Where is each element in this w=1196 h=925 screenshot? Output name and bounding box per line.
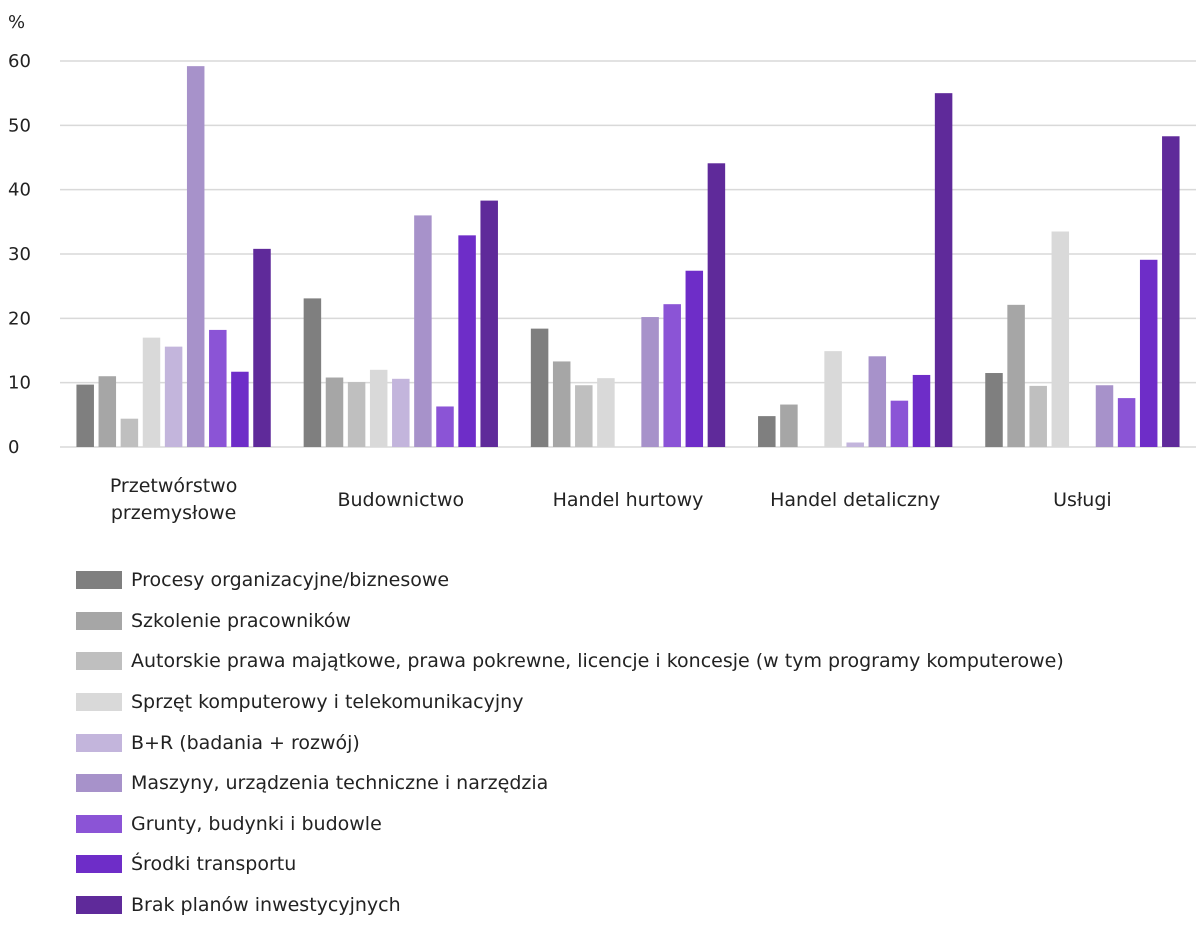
bar	[575, 385, 593, 447]
bar	[890, 400, 909, 447]
x-category-label: Przetwórstwo	[110, 475, 238, 497]
legend-item: Procesy organizacyjne/biznesowe	[76, 560, 1064, 601]
gridlines	[60, 60, 1196, 448]
legend-label: Sprzęt komputerowy i telekomunikacyjny	[131, 691, 524, 714]
bar	[325, 377, 344, 447]
x-category-label: Handel detaliczny	[770, 489, 940, 511]
bar	[303, 298, 322, 447]
y-tick-label: 20	[8, 308, 31, 329]
y-tick-label: 10	[8, 373, 31, 394]
legend-label: Grunty, budynki i budowle	[131, 812, 382, 835]
bar	[392, 378, 410, 447]
bar	[1117, 398, 1136, 447]
x-category-label: Handel hurtowy	[553, 489, 704, 511]
legend-swatch	[76, 693, 122, 712]
bar	[912, 374, 931, 447]
bar	[76, 384, 94, 447]
y-tick-label: 30	[8, 244, 31, 265]
legend-item: Maszyny, urządzenia techniczne i narzędz…	[76, 763, 1064, 804]
legend-item: Grunty, budynki i budowle	[76, 804, 1064, 845]
legend-item: Autorskie prawa majątkowe, prawa pokrewn…	[76, 641, 1064, 682]
bar	[824, 351, 842, 447]
bar	[120, 418, 139, 447]
y-tick-label: 40	[8, 180, 31, 201]
bar	[458, 235, 476, 447]
legend-label: Szkolenie pracowników	[131, 609, 351, 632]
bar	[480, 200, 498, 447]
bar	[1007, 304, 1025, 447]
bar	[436, 406, 454, 447]
legend-label: Procesy organizacyjne/biznesowe	[131, 569, 450, 592]
legend-label: Brak planów inwestycyjnych	[131, 894, 401, 917]
x-category-label: Budownictwo	[337, 489, 464, 511]
x-axis-labels: Przetwórstwo przemysłowe Budownictwo Handel…	[110, 475, 1112, 524]
legend-swatch	[76, 652, 122, 671]
y-tick-label: 50	[8, 115, 31, 136]
bar	[1139, 259, 1158, 447]
legend-item: Sprzęt komputerowy i telekomunikacyjny	[76, 682, 1064, 723]
x-category-label: Usługi	[1053, 489, 1112, 511]
legend-swatch	[76, 896, 122, 915]
bar	[685, 270, 704, 447]
bar	[758, 416, 776, 447]
bar	[253, 248, 271, 447]
bar-chart: % 0 10 20 30 40 50 60 Przetwórstwo przemysłowe B…	[8, 12, 1196, 524]
bar	[597, 378, 615, 447]
bar	[414, 215, 432, 447]
bar	[164, 346, 183, 447]
bar	[98, 376, 117, 447]
bar	[934, 93, 953, 448]
y-axis-ticks: 0 10 20 30 40 50 60	[8, 51, 31, 458]
legend-swatch	[76, 814, 122, 833]
legend-swatch	[76, 611, 122, 630]
bar	[231, 371, 249, 447]
bar	[707, 163, 726, 448]
bar	[663, 304, 681, 447]
legend-swatch	[76, 571, 122, 590]
bar	[186, 66, 205, 447]
bar	[868, 356, 887, 447]
bar	[985, 373, 1003, 447]
legend-label: Autorskie prawa majątkowe, prawa pokrewn…	[131, 650, 1064, 673]
y-tick-label: 0	[8, 437, 19, 458]
legend-label: Środki transportu	[131, 853, 297, 876]
y-unit-label: %	[8, 12, 25, 33]
bars	[76, 66, 1180, 448]
bar	[780, 404, 798, 447]
legend-item: B+R (badania + rozwój)	[76, 722, 1064, 763]
bar	[1095, 385, 1114, 447]
legend-label: B+R (badania + rozwój)	[131, 731, 360, 754]
bar	[369, 369, 388, 447]
legend-item: Szkolenie pracowników	[76, 601, 1064, 642]
bar	[846, 442, 864, 447]
bar	[1029, 385, 1047, 447]
legend-swatch	[76, 855, 122, 874]
bar	[530, 328, 549, 447]
bar	[552, 361, 571, 447]
legend-label: Maszyny, urządzenia techniczne i narzędz…	[131, 772, 549, 795]
bar	[1051, 231, 1070, 447]
legend-item: Brak planów inwestycyjnych	[76, 885, 1064, 925]
x-category-label: przemysłowe	[111, 502, 236, 524]
y-tick-label: 60	[8, 51, 31, 72]
bar	[209, 329, 227, 447]
bar	[142, 337, 161, 447]
bar	[1162, 136, 1180, 447]
bar	[347, 382, 366, 447]
legend-item: Środki transportu	[76, 844, 1064, 885]
legend-swatch	[76, 733, 122, 752]
bar	[641, 317, 659, 447]
legend-swatch	[76, 774, 122, 793]
legend: Procesy organizacyjne/biznesowe Szkolenie…	[76, 560, 1064, 925]
